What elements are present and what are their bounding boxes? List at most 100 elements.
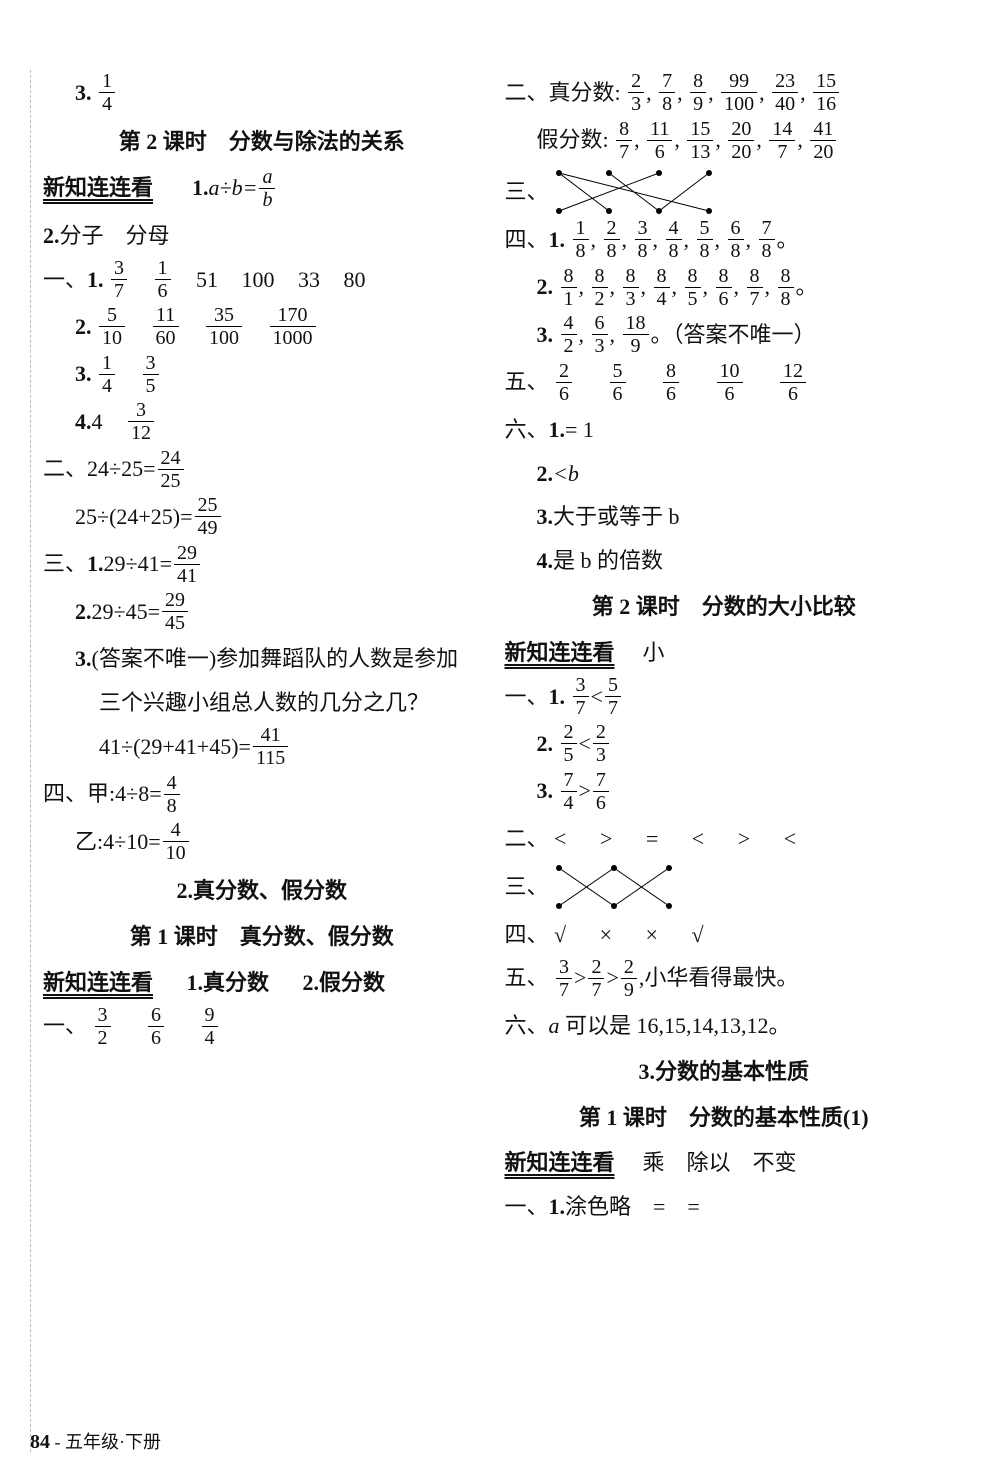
sec3-one-label: 一、 [505,1194,549,1219]
r-four-1: 四、1. 18, 28, 38, 48, 58, 68, 78。 [505,219,944,264]
three-2-frac: 2945 [162,589,188,634]
r4-1-f2: 28 [604,217,620,262]
xinzhi-label-3: 新知连连看 [505,640,615,665]
r1-3-op: > [579,778,591,803]
three-3-eq-frac: 41115 [253,724,288,769]
r-two-j-f4: 2020 [728,118,754,163]
r4-2-f6: 86 [716,265,732,310]
sec3-xz: 新知连连看乘 除以 不变 [505,1142,944,1184]
one-1-n4: 80 [344,267,366,292]
r-four-1-prefix: 1. [549,227,566,252]
r-two-z-f5: 2340 [772,70,798,115]
four-label: 四、 [43,781,87,806]
r4-1-f6: 68 [728,217,744,262]
r-six-label: 六、 [505,417,549,442]
r-two-ops: 二、 < > = < > < [505,818,944,860]
left-four-yi: 乙:4÷10=410 [43,821,481,866]
three-3-prefix: 3. [75,646,92,671]
left-one-2: 2. 510 1160 35100 1701000 [43,306,481,351]
r-two-op1: < [554,826,566,851]
three-3-eq-lhs: 41÷(29+41+45)= [99,734,251,759]
r4-3-tail: 。（答案不唯一） [651,322,816,347]
r5-b: 27 [588,956,604,1001]
r-two-op2: > [600,826,612,851]
r-one-1-prefix: 1. [549,684,566,709]
one-3-prefix: 3. [75,361,92,386]
three-2-prefix: 2. [75,599,92,624]
r-six-3-prefix: 3. [537,504,554,529]
var-a: a [549,1013,560,1038]
r4-1-f5: 58 [697,217,713,262]
r-six-3-text: 大于或等于 b [553,504,680,529]
r4-2-tail: 。 [796,274,818,299]
sec3-xz-text: 乘 除以 不变 [643,1150,797,1175]
r-five-label: 五、 [505,369,549,394]
r-four-label: 四、 [505,227,549,252]
r5-f3: 86 [663,360,679,405]
r-two-jia-label: 假分数: [537,127,609,152]
two-eq2-frac: 2549 [195,494,221,539]
sec2-one-f2: 66 [148,1004,164,1049]
xinzhi-label-2: 新知连连看 [43,970,153,995]
r5-f4: 106 [717,360,743,405]
r-four-m1: √ [554,922,566,947]
r-six-2-prefix: 2. [537,461,554,486]
r-xz2: 新知连连看小 [505,632,944,674]
r1-1-op: < [591,684,603,709]
r-two-j-f5: 147 [769,118,795,163]
three-3-line2: 三个兴趣小组总人数的几分之几？ [99,690,429,715]
r-six-1-text: = 1 [565,417,594,442]
r5-f2: 56 [610,360,626,405]
three-1-prefix: 1. [87,551,104,576]
r-six2: 六、a 可以是 16,15,14,13,12。 [505,1005,944,1047]
r-four-3: 3. 42, 63, 189。（答案不唯一） [505,314,944,359]
r-two-ops-label: 二、 [505,826,549,851]
left-three-3a: 3.(答案不唯一)参加舞蹈队的人数是参加 [43,638,481,680]
r-one-3-prefix: 3. [537,778,554,803]
xz1-lhs: a÷b= [209,175,258,200]
r5-tail: ,小华看得最快。 [639,965,799,990]
r-two-j-f2: 116 [647,118,672,163]
r-four-m3: × [646,922,658,947]
r-one-3: 3. 74>76 [505,770,944,815]
r-four-3-prefix: 3. [537,322,554,347]
r4-2-f7: 87 [747,265,763,310]
left-lesson2-title: 第 2 课时 分数与除法的关系 [43,121,481,163]
q3-frac: 14 [99,70,115,115]
r-three-label: 三、 [505,171,549,213]
r-one-1: 一、1. 37<57 [505,676,944,721]
xz2-prefix: 2. [43,223,60,248]
sec2-xz2: 2.假分数 [303,970,386,995]
r5-f5: 126 [780,360,806,405]
left-three-3b: 三个兴趣小组总人数的几分之几？ [43,682,481,724]
three-2-lhs: 29÷45= [92,599,160,624]
xz2-text: 分子 分母 [60,223,170,248]
r-six-4-text: 是 b 的倍数 [553,548,663,573]
r-six-1: 六、1.= 1 [505,409,944,451]
r-six-2-text: <b [553,461,579,486]
one-4-f: 312 [128,399,154,444]
sec3-one-text: 涂色略 = = [565,1194,700,1219]
r-two-op6: < [784,826,796,851]
r4-3-f3: 189 [623,312,649,357]
one-1-n2: 100 [242,267,275,292]
r4-2-f8: 88 [778,265,794,310]
r-two-jia: 假分数: 87, 116, 1513, 2020, 147, 4120 [505,119,944,164]
left-one-1: 一、1. 37 16 51 100 33 80 [43,259,481,304]
one-2-f4: 1701000 [270,304,316,349]
one-2-f3: 35100 [206,304,242,349]
r-two-j-f6: 4120 [810,118,836,163]
matching-diagram-2 [549,862,679,912]
sec3-one: 一、1.涂色略 = = [505,1186,944,1228]
three-3-line1: (答案不唯一)参加舞蹈队的人数是参加 [92,646,459,671]
r-three2: 三、 [505,862,944,912]
four-jia-frac: 48 [164,772,180,817]
two-eq2-lhs: 25÷(24+25)= [75,504,193,529]
one-3-f2: 35 [143,352,159,397]
one-2-f1: 510 [99,304,125,349]
r4-2-f1: 81 [561,265,577,310]
r-two-zhen: 二、真分数: 23, 78, 89, 99100, 2340, 1516 [505,72,944,117]
four-jia-prefix: 甲: [87,781,115,806]
r1-1-a: 37 [573,674,589,719]
left-column: 3. 14 第 2 课时 分数与除法的关系 新知连连看 1.a÷b=ab 2.分… [30,70,493,1452]
